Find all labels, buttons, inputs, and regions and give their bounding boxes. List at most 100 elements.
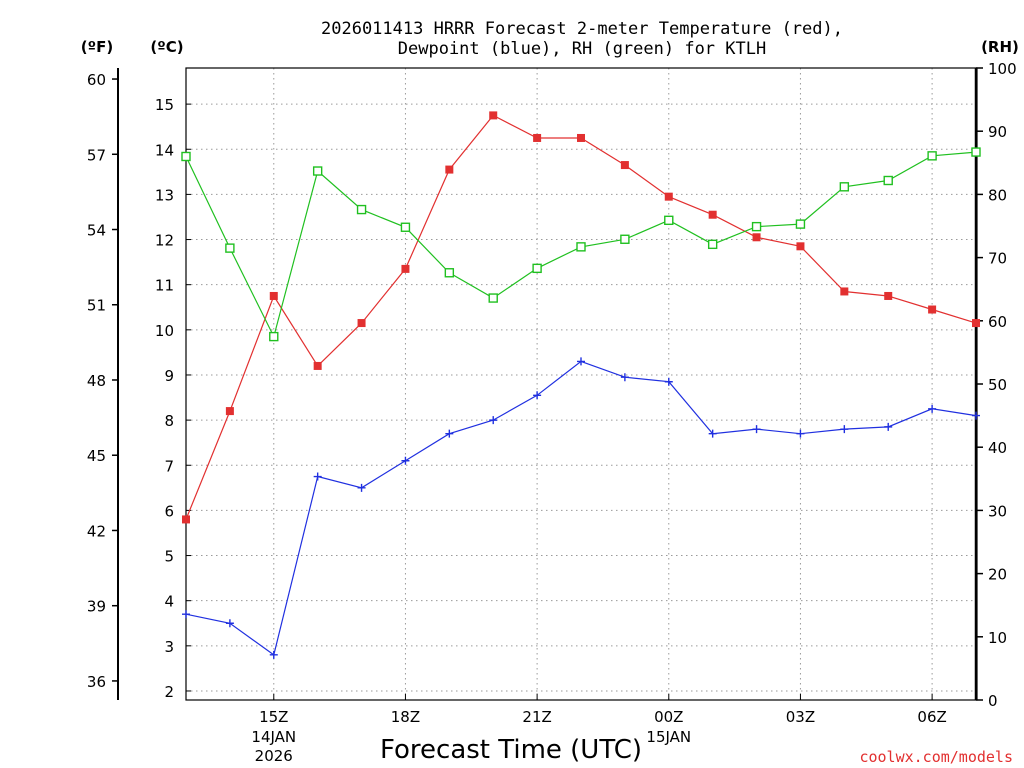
c-tick-label: 13 [155, 186, 174, 204]
temperature-point [445, 165, 454, 174]
temperature-point [708, 210, 717, 219]
temperature-point [533, 133, 542, 142]
rh-point [839, 182, 850, 192]
temperature-point [752, 233, 761, 242]
f-tick-label: 42 [87, 522, 106, 540]
rh-tick-label: 50 [988, 376, 1007, 394]
plot-frame [185, 67, 978, 701]
c-tick-label: 3 [164, 638, 174, 656]
temperature-point [401, 264, 410, 273]
rh-unit-label: (RH) [981, 38, 1019, 56]
dewpoint-point [489, 416, 498, 425]
rh-point [356, 204, 367, 215]
data-series [181, 111, 981, 659]
rh-tick-label: 100 [988, 60, 1017, 78]
credit-text: coolwx.com/models [859, 748, 1013, 766]
rh-point [225, 243, 235, 253]
c-tick-label: 7 [164, 457, 174, 475]
c-tick-label: 12 [155, 232, 174, 250]
rh-point [971, 147, 981, 157]
dewpoint-point [225, 619, 234, 628]
rh-tick-label: 70 [988, 250, 1007, 268]
rh-point [444, 268, 455, 278]
rh-point [269, 331, 279, 342]
temperature-point [182, 515, 190, 524]
dewpoint-point [664, 377, 673, 386]
f-tick-label: 51 [87, 297, 106, 315]
temperature-point [269, 291, 278, 300]
rh-point [576, 242, 586, 252]
dewpoint-point [840, 425, 849, 434]
rh-point [312, 166, 323, 176]
temperature-line [185, 114, 977, 520]
dewpoint-point [620, 373, 629, 382]
grid-lines [186, 68, 976, 700]
rh-tick-label: 80 [988, 186, 1007, 204]
temperature-point [577, 133, 585, 142]
c-tick-label: 10 [155, 322, 174, 340]
rh-point [620, 234, 630, 244]
temperature-point [840, 287, 849, 296]
dewpoint-point [708, 429, 717, 438]
x-tick-label: 18Z [391, 708, 420, 726]
rh-point [181, 151, 191, 162]
dewpoint-point [752, 425, 761, 434]
rh-tick-label: 10 [988, 629, 1007, 647]
x-tick-label: 06Z [917, 708, 946, 726]
temperature-point [928, 305, 937, 314]
x-tick-label: 21Z [522, 708, 551, 726]
dewpoint-point [313, 472, 322, 481]
temperature-point [313, 361, 322, 370]
temperature-point [225, 407, 234, 416]
f-tick-label: 45 [87, 447, 106, 465]
dewpoint-point [533, 391, 542, 400]
dewpoint-point [182, 610, 190, 619]
temperature-point [796, 242, 805, 251]
dewpoint-point [928, 404, 937, 413]
rh-point [795, 219, 806, 229]
rh-point [927, 151, 937, 161]
rh-point [883, 175, 893, 186]
rh-tick-label: 30 [988, 502, 1007, 520]
rh-point [664, 215, 674, 226]
f-tick-label: 60 [87, 71, 106, 89]
x-year-label: 2026 [255, 747, 293, 765]
c-tick-label: 6 [164, 502, 174, 520]
chart-title-line1: 2026011413 HRRR Forecast 2-meter Tempera… [321, 19, 843, 39]
c-tick-label: 8 [164, 412, 174, 430]
rh-tick-label: 40 [988, 439, 1007, 457]
x-date-label: 14JAN [251, 728, 296, 746]
temperature-point [357, 319, 366, 328]
x-tick-label: 15Z [259, 708, 288, 726]
rh-point [400, 222, 411, 232]
temperature-point [620, 161, 629, 170]
c-tick-label: 11 [155, 277, 174, 295]
dewpoint-point [796, 429, 805, 438]
c-tick-label: 5 [164, 548, 174, 566]
dewpoint-point [401, 456, 410, 465]
c-tick-label: 4 [164, 593, 174, 611]
dewpoint-point [445, 429, 454, 438]
celsius-unit-label: (ºC) [150, 38, 183, 56]
rh-point [532, 263, 542, 274]
f-tick-label: 57 [87, 146, 106, 164]
dewpoint-point [884, 422, 893, 431]
rh-point [751, 221, 762, 232]
x-axis-label: Forecast Time (UTC) [380, 735, 642, 765]
c-tick-label: 9 [164, 367, 174, 385]
rh-tick-label: 20 [988, 566, 1007, 584]
dewpoint-point [357, 483, 366, 492]
rh-point [488, 293, 498, 303]
temperature-point [972, 319, 980, 328]
c-tick-label: 2 [164, 683, 174, 701]
dewpoint-point [577, 357, 585, 366]
dewpoint-point [972, 411, 980, 420]
f-tick-label: 54 [87, 222, 106, 240]
rh-tick-label: 60 [988, 313, 1007, 331]
x-tick-label: 03Z [786, 708, 815, 726]
x-date-label: 15JAN [646, 728, 691, 746]
f-tick-label: 36 [87, 673, 106, 691]
c-tick-label: 14 [155, 141, 174, 159]
dewpoint-line [185, 360, 977, 656]
